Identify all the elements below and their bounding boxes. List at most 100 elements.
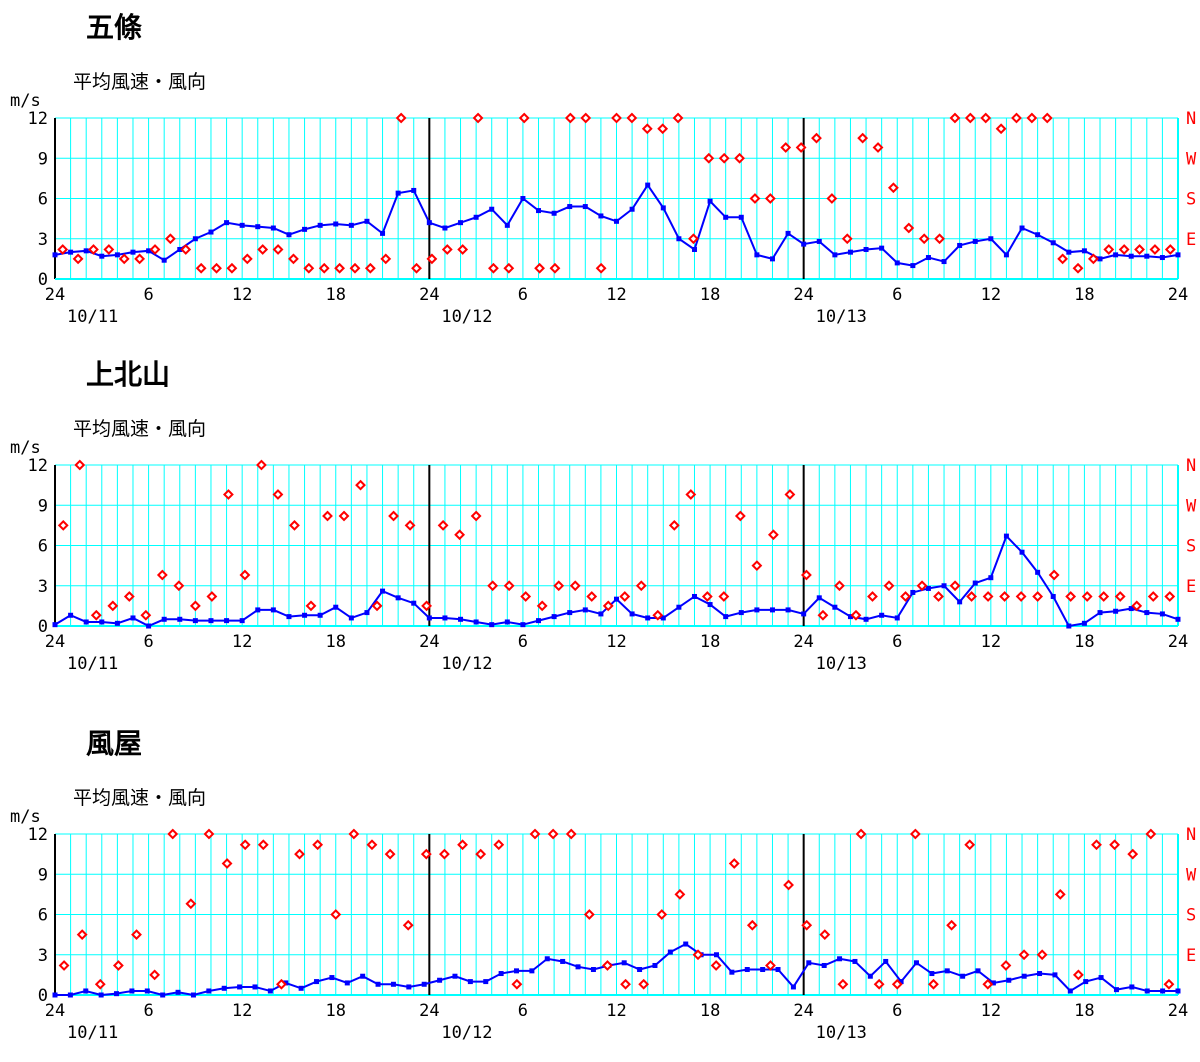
date-label: 10/11 (67, 307, 118, 327)
speed-point (83, 988, 89, 994)
direction-point (795, 142, 807, 153)
speed-point (529, 968, 535, 974)
direction-point (734, 152, 745, 164)
speed-point (898, 979, 904, 985)
speed-point (1066, 249, 1072, 255)
x-tick-label: 18 (700, 1001, 720, 1021)
direction-point (1041, 112, 1053, 124)
y-tick-label: 6 (38, 906, 48, 926)
speed-point (192, 618, 198, 624)
direction-point (811, 132, 822, 144)
direction-point (288, 253, 299, 265)
speed-point (1066, 623, 1072, 629)
x-tick-label: 18 (326, 1001, 346, 1021)
x-tick-label: 18 (326, 632, 346, 652)
y-unit-label: m/s (10, 91, 41, 111)
direction-label: E (1186, 946, 1196, 966)
direction-point (74, 459, 86, 471)
direction-point (873, 978, 885, 990)
speed-point (821, 962, 827, 968)
direction-point (439, 848, 450, 860)
direction-point (475, 848, 487, 860)
speed-point (941, 259, 947, 265)
speed-point (738, 610, 744, 616)
direction-point (518, 112, 530, 124)
direction-point (88, 244, 99, 255)
direction-point (1091, 839, 1102, 851)
direction-point (547, 828, 559, 840)
direction-point (751, 560, 763, 572)
speed-point (255, 607, 261, 613)
speed-point (333, 604, 339, 610)
x-tick-label: 12 (981, 285, 1001, 305)
direction-point (1145, 828, 1157, 840)
speed-point (957, 242, 963, 248)
speed-point (52, 992, 58, 998)
direction-point (641, 123, 653, 135)
speed-point (442, 615, 448, 621)
direction-point (569, 580, 581, 592)
speed-point (852, 958, 858, 964)
x-tick-label: 18 (700, 632, 720, 652)
direction-point (180, 244, 192, 255)
y-tick-label: 6 (38, 537, 48, 557)
direction-label: S (1186, 190, 1196, 210)
x-tick-label: 24 (45, 285, 65, 305)
direction-point (289, 519, 300, 531)
direction-point (206, 591, 218, 602)
speed-point (713, 952, 719, 958)
direction-point (635, 580, 647, 592)
speed-point (458, 220, 464, 226)
direction-point (692, 949, 704, 961)
speed-point (375, 981, 381, 987)
date-label: 10/12 (441, 1023, 492, 1043)
direction-point (426, 253, 438, 265)
speed-point (270, 607, 276, 613)
speed-point (863, 246, 869, 252)
speed-point (1006, 977, 1012, 983)
speed-point (816, 595, 822, 601)
speed-point (99, 619, 105, 625)
speed-point (894, 260, 900, 266)
direction-point (1087, 253, 1099, 265)
speed-point (411, 600, 417, 606)
direction-point (964, 112, 976, 124)
speed-point (723, 214, 729, 220)
direction-point (118, 253, 130, 265)
speed-point (913, 960, 919, 966)
direction-point (1065, 591, 1077, 602)
direction-label: S (1186, 906, 1196, 926)
direction-point (57, 519, 69, 531)
direction-point (817, 609, 829, 621)
speed-point (333, 221, 339, 227)
direction-point (611, 112, 622, 124)
speed-point (590, 967, 596, 973)
date-label: 10/12 (441, 307, 492, 327)
direction-point (94, 978, 106, 990)
direction-point (402, 919, 414, 931)
direction-point (211, 262, 222, 274)
direction-point (867, 591, 878, 602)
speed-point (360, 973, 366, 979)
speed-point (1144, 988, 1150, 994)
speed-point (645, 615, 651, 621)
wind-chart-kamikitayama: 平均風速・風向 m/s 0 3 6 9 12 NW SE 24 6 12 18 24 6 12 18 24 6 12 1… (10, 418, 1197, 674)
speed-point (806, 960, 812, 966)
speed-point (1083, 979, 1089, 985)
direction-point (668, 519, 680, 531)
direction-point (364, 262, 376, 274)
speed-point (1160, 988, 1166, 994)
speed-point (504, 222, 510, 228)
speed-point (960, 973, 966, 979)
speed-point (1159, 611, 1165, 617)
direction-point (583, 909, 595, 920)
direction-point (564, 112, 576, 124)
speed-point (729, 969, 735, 975)
direction-label: W (1186, 865, 1197, 885)
direction-point (437, 519, 449, 531)
speed-point (146, 623, 152, 629)
y-tick-label: 12 (28, 456, 48, 476)
direction-point (1048, 569, 1060, 581)
direction-point (156, 569, 168, 581)
speed-point (1050, 593, 1056, 599)
